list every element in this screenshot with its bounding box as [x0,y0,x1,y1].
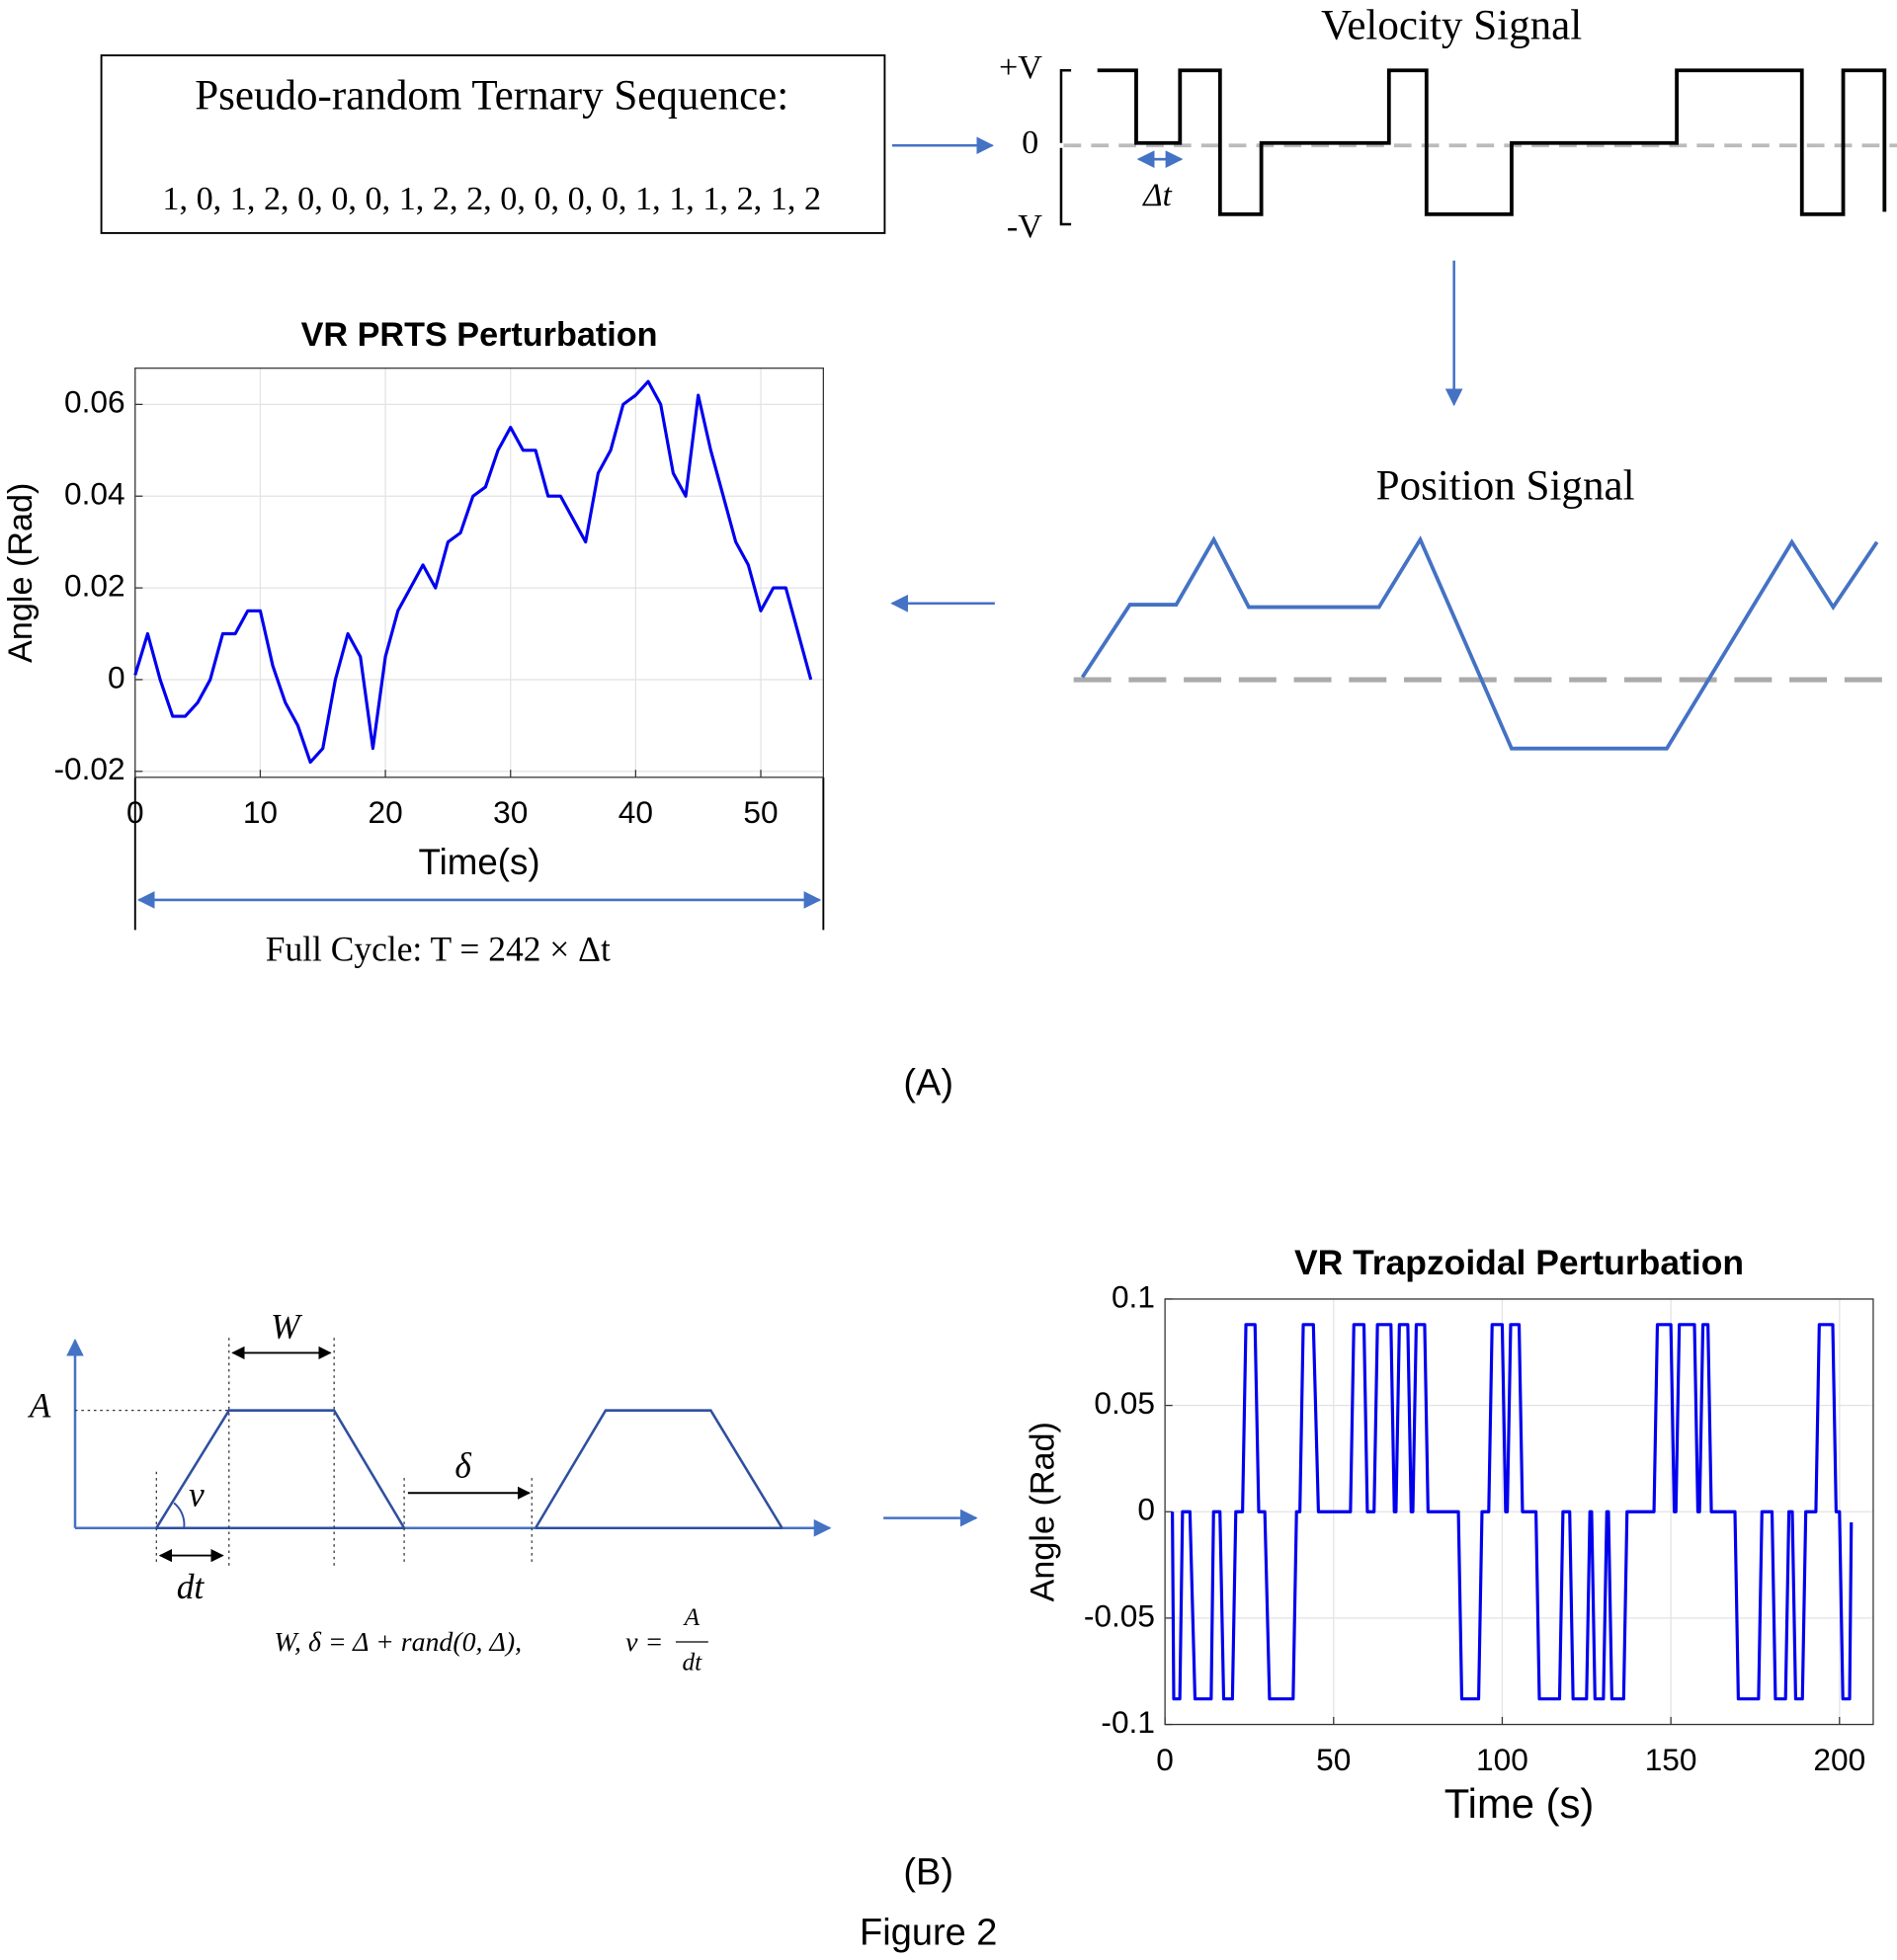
chart-title: VR Trapzoidal Perturbation [1294,1243,1744,1282]
data-line [133,379,813,765]
x-tick-label: 30 [493,794,528,830]
trapezoid [155,1409,406,1529]
dt-label: Δt [1141,178,1172,213]
x-axis-label: Time(s) [419,842,540,882]
sequence-title: Pseudo-random Ternary Sequence: [195,72,788,119]
y-tick-label: -0.02 [53,751,124,786]
angle-arc [173,1502,186,1528]
chart-title: VR PRTS Perturbation [301,316,658,354]
plot-area [134,368,824,777]
plot-frame [134,368,824,778]
x-axis-label: Time (s) [1444,1780,1595,1827]
guides [74,1338,533,1566]
y-tick-label: 0 [108,659,125,694]
y-tick-label: -0.1 [1101,1704,1155,1740]
formula-num: A [683,1603,701,1631]
position-title: Position Signal [1376,462,1635,509]
w-label: W [271,1307,303,1347]
velocity-wave [1097,68,1887,216]
velocity-title: Velocity Signal [1321,2,1582,48]
velocity-zero: 0 [1022,124,1038,161]
y-tick-label: 0 [1137,1492,1155,1527]
x-tick-label: 10 [243,794,278,830]
full-cycle: Full Cycle: T = 242 × Δt [266,929,611,968]
panel-label: (B) [903,1852,953,1894]
panel-label: (A) [903,1062,953,1103]
y-tick-label: 0.02 [64,567,125,603]
y-axis-label: Angle (Rad) [2,483,40,663]
velocity-plus: +V [999,49,1042,86]
delta-label: δ [454,1445,471,1485]
x-tick-label: 20 [368,794,402,830]
y-axis-label: Angle (Rad) [1025,1422,1062,1601]
y-tick-label: 0.06 [64,384,125,420]
x-tick-label: 100 [1476,1742,1528,1777]
a-label: A [28,1386,51,1426]
x-tick-label: 50 [1316,1742,1351,1777]
plot-frame [1164,1298,1874,1726]
y-tick-label: -0.05 [1084,1597,1155,1633]
formula-v: v = [625,1627,663,1658]
y-tick-label: 0.04 [64,476,125,512]
bracket [1059,68,1072,226]
data-line [1171,1323,1854,1701]
x-tick-label: 150 [1645,1742,1697,1777]
x-tick-label: 200 [1813,1742,1865,1777]
y-tick-label: 0.1 [1112,1278,1155,1314]
x-tick-label: 40 [619,794,653,830]
trapezoid [534,1409,784,1529]
x-tick-label: 0 [1156,1742,1174,1777]
figure-label: Figure 2 [860,1912,997,1953]
position-wave [1080,535,1879,751]
v-label: v [189,1474,205,1513]
formula: W, δ = Δ + rand(0, Δ), [274,1627,522,1658]
sequence-box [100,54,886,234]
dt-label: dt [177,1567,206,1606]
formula-den: dt [683,1649,703,1676]
sequence: 1, 0, 1, 2, 0, 0, 0, 1, 2, 2, 0, 0, 0, 0… [162,181,821,217]
x-tick-label: 0 [126,794,144,830]
x-tick-label: 50 [743,794,778,830]
y-tick-label: 0.05 [1094,1385,1155,1421]
velocity-minus: -V [1007,208,1042,245]
